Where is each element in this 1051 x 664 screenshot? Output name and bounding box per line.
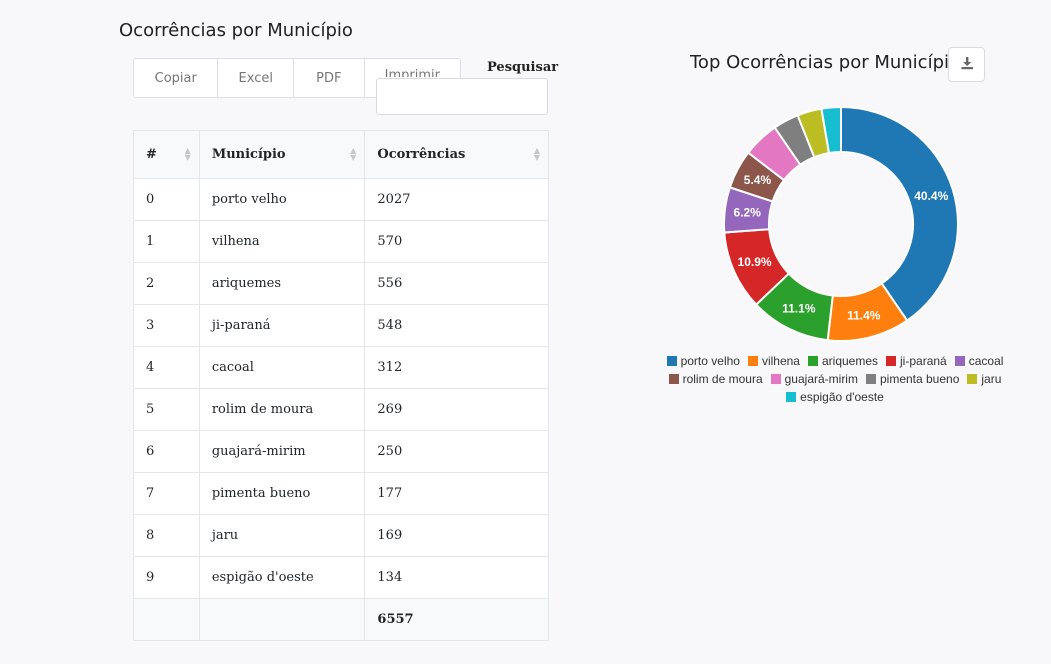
legend-swatch (668, 374, 679, 384)
print-button[interactable]: Imprimir (384, 68, 440, 77)
legend-item[interactable]: rolim de moura (668, 370, 763, 388)
legend-label: ariquemes (821, 354, 879, 368)
ocorrencias-cell: 2027 (364, 178, 549, 221)
table-row: 1 vilhena 570 (133, 220, 549, 263)
pdf-button[interactable]: PDF (294, 59, 365, 97)
legend-label: pimenta bueno (879, 372, 960, 386)
sort-icon: ▲ ▼ (533, 145, 540, 162)
total-cell: 6557 (364, 598, 549, 641)
table-row: 0 porto velho 2027 (133, 178, 549, 221)
slice-percent-label: 40.4% (914, 189, 948, 203)
legend-label: rolim de moura (682, 372, 763, 386)
header-municipio-label: Município (211, 147, 286, 162)
municipio-cell: ji-paraná (198, 304, 366, 347)
legend-label: guajará-mirim (784, 372, 858, 386)
legend-label: cacoal (968, 354, 1004, 368)
ocorrencias-cell: 570 (364, 220, 549, 263)
table-header-row: # ▲ ▼ Município ▲ ▼ Ocorrências ▲ ▼ (133, 130, 549, 179)
legend-label: jaru (981, 372, 1002, 386)
municipio-cell: porto velho (198, 178, 366, 221)
header-ocorrencias[interactable]: Ocorrências ▲ ▼ (364, 130, 549, 179)
legend-item[interactable]: ji-paraná (886, 352, 947, 370)
legend-swatch (747, 356, 758, 366)
municipio-cell: ariquemes (198, 262, 366, 305)
table-row: 3 ji-paraná 548 (133, 304, 549, 347)
sort-icon: ▲ ▼ (184, 145, 191, 162)
municipio-cell: vilhena (198, 220, 366, 263)
footer-empty-cell (133, 598, 200, 641)
row-index-cell: 2 (133, 262, 200, 305)
copy-button[interactable]: Copiar (134, 59, 219, 97)
legend-item[interactable]: porto velho (666, 352, 740, 370)
slice-percent-label: 6.2% (734, 205, 762, 219)
legend-item[interactable]: pimenta bueno (865, 370, 960, 388)
excel-button[interactable]: Excel (218, 59, 295, 97)
municipio-cell: guajará-mirim (198, 430, 366, 473)
chart-title: Top Ocorrências por Município (690, 52, 961, 73)
search-label: Pesquisar (487, 60, 559, 75)
download-button[interactable] (948, 47, 985, 82)
legend-swatch (886, 356, 897, 366)
table-row: 7 pimenta bueno 177 (133, 472, 549, 515)
slice-percent-label: 11.1% (782, 302, 816, 316)
legend-item[interactable]: ariquemes (807, 352, 879, 370)
legend-swatch (865, 374, 876, 384)
header-ocorrencias-label: Ocorrências (377, 147, 466, 162)
slice-percent-label: 10.9% (738, 255, 772, 269)
legend-swatch (786, 392, 797, 402)
slice-espig-o-d-oeste[interactable] (820, 105, 842, 155)
legend-label: vilhena (761, 354, 800, 368)
legend-label: porto velho (680, 354, 740, 368)
row-index-cell: 9 (133, 556, 200, 599)
download-icon (959, 55, 975, 75)
ocorrencias-cell: 312 (364, 346, 549, 389)
legend-item[interactable]: vilhena (747, 352, 800, 370)
municipio-cell: cacoal (198, 346, 366, 389)
slice-percent-label: 5.4% (744, 173, 772, 187)
legend-label: ji-paraná (900, 354, 947, 368)
legend-swatch (770, 374, 781, 384)
legend-swatch (807, 356, 818, 366)
ocorrencias-cell: 556 (364, 262, 549, 305)
header-index[interactable]: # ▲ ▼ (133, 130, 200, 179)
sort-icon: ▲ ▼ (350, 145, 357, 162)
header-index-label: # (146, 147, 157, 162)
legend-swatch (954, 356, 965, 366)
legend-item[interactable]: espigão d'oeste (786, 388, 884, 406)
municipio-cell: espigão d'oeste (198, 556, 366, 599)
legend-swatch (967, 374, 978, 384)
row-index-cell: 0 (133, 178, 200, 221)
slice-porto-velho[interactable] (840, 105, 959, 322)
legend-item[interactable]: guajará-mirim (770, 370, 858, 388)
table-row: 8 jaru 169 (133, 514, 549, 557)
row-index-cell: 1 (133, 220, 200, 263)
search-input[interactable] (376, 78, 548, 115)
footer-empty-cell (198, 598, 366, 641)
table-body: 0 porto velho 2027 1 vilhena 570 2 ariquemes 556… (133, 178, 549, 599)
slice-percent-label: 11.4% (847, 309, 881, 323)
legend-swatch (666, 356, 677, 366)
table-row: 6 guajará-mirim 250 (133, 430, 549, 473)
table-title: Ocorrências por Município (119, 20, 353, 41)
legend-item[interactable]: jaru (967, 370, 1001, 388)
chart-legend: porto velho vilhena ariquemes ji-paraná caco… (645, 352, 1025, 406)
row-index-cell: 5 (133, 388, 200, 431)
header-municipio[interactable]: Município ▲ ▼ (198, 130, 366, 179)
legend-label: espigão d'oeste (800, 390, 884, 404)
ocorrencias-cell: 250 (364, 430, 549, 473)
table-footer-row: 6557 (133, 598, 549, 641)
occurrences-table: # ▲ ▼ Município ▲ ▼ Ocorrências ▲ ▼ 0 porto vel… (133, 130, 549, 641)
ocorrencias-cell: 269 (364, 388, 549, 431)
table-row: 2 ariquemes 556 (133, 262, 549, 305)
legend-item[interactable]: cacoal (954, 352, 1004, 370)
